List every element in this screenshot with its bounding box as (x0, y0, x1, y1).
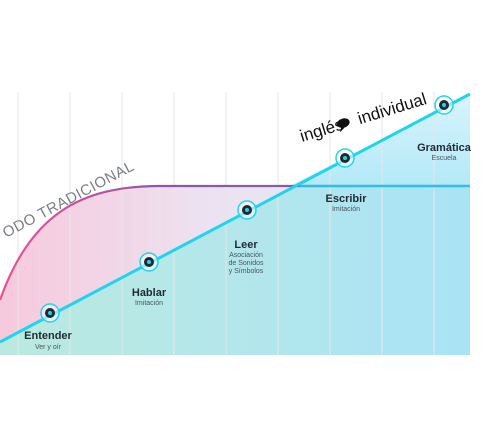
stage-entender-label: Entender Ver y oír (24, 330, 72, 351)
stage-title: Leer (234, 239, 258, 251)
stage-subtitle: Asociación (229, 252, 263, 259)
grid-lines (17, 92, 435, 355)
stage-hablar-label: Hablar Imitación (132, 287, 167, 307)
stage-leer-label: Leer Asociación de Sonidos y Símbolos (228, 239, 264, 275)
individual-method-line (0, 92, 471, 344)
stage-subtitle: de Sonidos (228, 260, 264, 267)
stage-title: Escribir (326, 193, 368, 205)
brand-part-1: inglés (298, 115, 346, 146)
milestone-leer (237, 200, 257, 220)
stage-subtitle: Escuela (432, 155, 457, 162)
stage-title: Gramática (417, 142, 472, 154)
milestone-entender (40, 303, 60, 323)
stage-subtitle: Imitación (135, 300, 163, 307)
stage-escribir-label: Escribir Imitación (326, 193, 368, 213)
stage-subtitle: Imitación (332, 206, 360, 213)
milestone-gramatica (434, 95, 454, 115)
traditional-curve (0, 184, 470, 301)
milestone-escribir (335, 148, 355, 168)
stage-title: Entender (24, 330, 72, 342)
speech-bubble-icon (336, 118, 350, 133)
stage-gramatica-label: Gramática Escuela (417, 142, 472, 162)
milestone-hablar (139, 252, 159, 272)
stage-subtitle: y Símbolos (229, 268, 264, 275)
stage-subtitle: Ver y oír (35, 344, 62, 351)
stage-title: Hablar (132, 287, 167, 299)
